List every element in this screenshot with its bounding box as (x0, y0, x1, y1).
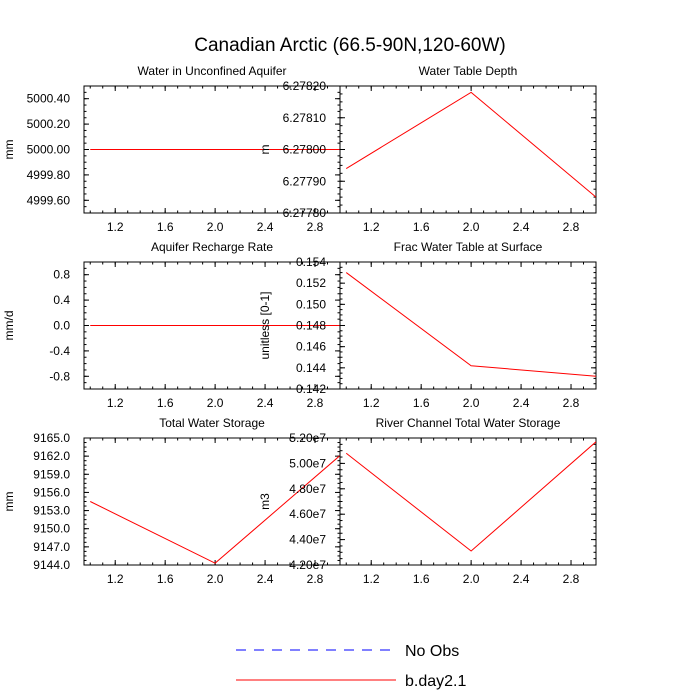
y-tick-label: 0.4 (53, 293, 70, 307)
panel-title: Water Table Depth (419, 64, 518, 78)
x-tick-label: 2.8 (307, 396, 324, 410)
x-tick-label: 1.6 (413, 572, 430, 586)
figure-title: Canadian Arctic (66.5-90N,120-60W) (194, 35, 506, 56)
plot-frame (339, 261, 597, 390)
x-tick-label: 2.8 (307, 572, 324, 586)
panel-water-table-depth: Water Table Depth m 6.27780 6.27790 6.27800 6… (258, 64, 597, 234)
y-tick-label: 5000.40 (27, 92, 71, 106)
y-axis-label: mm (2, 140, 16, 160)
series-line-b-day2-1 (345, 91, 596, 198)
panel-title: Frac Water Table at Surface (394, 240, 543, 254)
x-tick-label: 1.2 (363, 220, 380, 234)
x-tick-label: 2.4 (513, 572, 530, 586)
y-tick-label: 0.0 (53, 319, 70, 333)
legend-label-b-day2-1: b.day2.1 (405, 673, 466, 690)
y-axis-label: m3 (258, 493, 272, 510)
y-tick-label: 9156.0 (33, 485, 70, 499)
x-tick-label: 2.0 (463, 220, 480, 234)
x-tick-label: 2.0 (463, 396, 480, 410)
y-tick-label: 4999.80 (27, 168, 71, 182)
legend: No Obs b.day2.1 (236, 643, 466, 690)
y-tick-label: 5.20e7 (289, 431, 326, 445)
x-tick-label: 1.2 (107, 572, 124, 586)
y-tick-label: -0.8 (49, 369, 70, 383)
x-tick-label: 2.0 (463, 572, 480, 586)
y-tick-label: 0.150 (296, 297, 326, 311)
y-tick-label: 6.27810 (283, 111, 327, 125)
panel-river-channel-total-water-storage: River Channel Total Water Storage m3 4.20e… (258, 416, 597, 586)
series-line-b-day2-1 (345, 441, 596, 552)
y-tick-label: 0.146 (296, 340, 326, 354)
y-tick-label: 9144.0 (33, 558, 70, 572)
y-tick-label: 0.154 (296, 255, 326, 269)
y-tick-label: 4.40e7 (289, 533, 326, 547)
y-tick-label: 4999.60 (27, 193, 71, 207)
y-tick-label: 9159.0 (33, 467, 70, 481)
x-tick-label: 2.0 (207, 220, 224, 234)
y-tick-label: 6.27790 (283, 174, 327, 188)
y-tick-label: 5000.20 (27, 117, 71, 131)
x-tick-label: 2.8 (307, 220, 324, 234)
panels: Water in Unconfined Aquifer mm 4999.60 4999… (2, 64, 597, 586)
x-tick-label: 2.4 (257, 396, 274, 410)
series-line-b-day2-1 (90, 455, 340, 564)
x-tick-label: 2.4 (513, 220, 530, 234)
legend-label-no-obs: No Obs (405, 643, 459, 660)
x-tick-label: 1.6 (157, 396, 174, 410)
x-tick-label: 2.4 (513, 396, 530, 410)
y-axis-label: m (258, 145, 272, 155)
y-tick-label: 9165.0 (33, 431, 70, 445)
x-tick-label: 1.6 (157, 572, 174, 586)
y-tick-label: 4.60e7 (289, 507, 326, 521)
y-tick-label: 6.27780 (283, 206, 327, 220)
panel-title: Aquifer Recharge Rate (151, 240, 273, 254)
x-tick-label: 1.6 (413, 220, 430, 234)
y-tick-label: 0.142 (296, 382, 326, 396)
y-tick-label: 6.27800 (283, 143, 327, 157)
panel-total-water-storage: Total Water Storage mm 9144.0 9147.0 9150.0 9… (2, 416, 341, 586)
x-tick-label: 2.0 (207, 396, 224, 410)
y-tick-label: 9153.0 (33, 504, 70, 518)
panel-water-in-unconfined-aquifer: Water in Unconfined Aquifer mm 4999.60 4999… (2, 64, 341, 234)
panel-title: Total Water Storage (159, 416, 265, 430)
y-tick-label: 9162.0 (33, 449, 70, 463)
x-tick-label: 2.8 (563, 396, 580, 410)
y-axis-label: mm/d (2, 311, 16, 341)
y-tick-label: 0.148 (296, 319, 326, 333)
y-tick-label: 0.144 (296, 361, 326, 375)
y-tick-label: 9147.0 (33, 540, 70, 554)
y-tick-label: -0.4 (49, 344, 70, 358)
y-tick-label: 0.8 (53, 268, 70, 282)
x-tick-label: 2.0 (207, 572, 224, 586)
y-axis-label: mm (2, 492, 16, 512)
y-tick-label: 9150.0 (33, 522, 70, 536)
y-tick-label: 6.27820 (283, 79, 327, 93)
y-tick-label: 5000.00 (27, 143, 71, 157)
x-tick-label: 1.2 (107, 396, 124, 410)
panel-title: Water in Unconfined Aquifer (138, 64, 287, 78)
panel-frac-water-table-at-surface: Frac Water Table at Surface unitless [0-1… (258, 240, 597, 410)
x-tick-label: 2.4 (257, 572, 274, 586)
plot-frame (339, 437, 597, 566)
y-tick-label: 0.152 (296, 276, 326, 290)
y-tick-label: 4.20e7 (289, 558, 326, 572)
y-tick-label: 5.00e7 (289, 456, 326, 470)
panel-title: River Channel Total Water Storage (376, 416, 561, 430)
panel-aquifer-recharge-rate: Aquifer Recharge Rate mm/d -0.8 -0.4 0.0 0.4 0… (2, 240, 341, 410)
x-tick-label: 1.6 (413, 396, 430, 410)
x-tick-label: 1.6 (157, 220, 174, 234)
x-tick-label: 1.2 (107, 220, 124, 234)
x-tick-label: 2.4 (257, 220, 274, 234)
series-line-b-day2-1 (345, 272, 596, 377)
x-tick-label: 2.8 (563, 572, 580, 586)
y-tick-label: 4.80e7 (289, 482, 326, 496)
x-tick-label: 1.2 (363, 396, 380, 410)
x-tick-label: 1.2 (363, 572, 380, 586)
x-tick-label: 2.8 (563, 220, 580, 234)
y-axis-label: unitless [0-1] (258, 291, 272, 359)
